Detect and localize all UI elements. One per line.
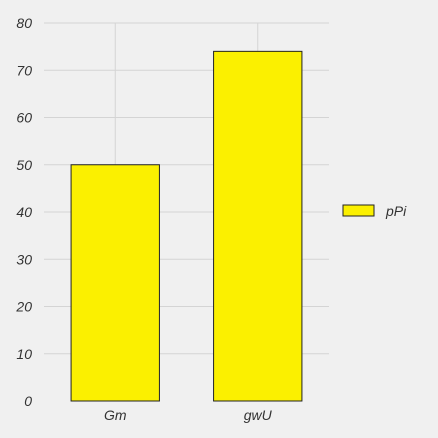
y-tick-label: 40 [16,204,32,220]
y-tick-label: 30 [16,251,32,267]
x-tick-label: gwU [244,407,273,423]
y-tick-label: 60 [16,110,32,126]
legend-label-pPi: pPi [385,203,407,219]
y-tick-label: 10 [16,346,32,362]
y-axis-ticks: 0 10 20 30 40 50 60 70 80 [15,15,32,409]
legend-swatch-pPi [342,204,375,217]
y-tick-label: 20 [15,299,32,315]
y-tick-label: 0 [24,393,32,409]
y-tick-label: 70 [16,62,32,78]
x-axis-ticks: Gm gwU [104,407,273,423]
legend: pPi [342,203,407,219]
y-tick-label: 80 [16,15,32,31]
bar-gwU [213,50,303,402]
bar-Gm [70,164,160,402]
bars [70,50,303,402]
x-tick-label: Gm [104,407,127,423]
y-tick-label: 50 [16,157,32,173]
